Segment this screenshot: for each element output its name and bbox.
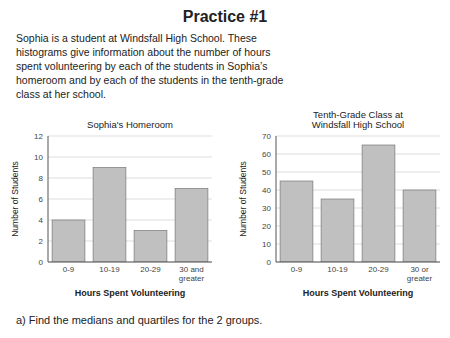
bar <box>280 181 313 262</box>
grid-line <box>276 154 440 155</box>
text-line: Sophia is a student at Windsfall High Sc… <box>16 32 257 44</box>
y-tick-label: 40 <box>262 186 271 195</box>
x-tick-label: 30 orgreater <box>407 265 433 283</box>
x-tick-label: 30 andgreater <box>179 265 205 283</box>
y-tick-label: 10 <box>262 240 271 249</box>
text-line: spent volunteering by each of the studen… <box>16 60 267 72</box>
x-axis-label: Hours Spent Volunteering <box>75 288 185 298</box>
chart-title: Tenth-Grade Class atWindsfall High Schoo… <box>312 109 404 130</box>
chart: Tenth-Grade Class atWindsfall High Schoo… <box>238 109 440 298</box>
y-tick-label: 50 <box>262 168 271 177</box>
y-tick-label: 10 <box>34 153 43 162</box>
footer: a) Find the medians and quartiles for th… <box>16 314 262 326</box>
y-axis <box>276 136 277 262</box>
x-axis <box>48 262 212 263</box>
text-line: 20-29 <box>368 265 389 274</box>
bar <box>362 145 395 262</box>
bar <box>175 189 208 263</box>
description: Sophia is a student at Windsfall High Sc… <box>16 32 284 100</box>
y-tick-label: 0 <box>267 258 272 267</box>
x-tick-label: 20-29 <box>368 265 389 274</box>
text-line: histograms give information about the nu… <box>16 46 270 58</box>
bar <box>134 231 167 263</box>
x-axis-label: Hours Spent Volunteering <box>303 288 413 298</box>
x-tick-label: 0-9 <box>63 265 75 274</box>
grid-line <box>48 262 212 263</box>
text-line: 0-9 <box>291 265 303 274</box>
y-tick-label: 12 <box>34 132 43 141</box>
bars <box>280 145 436 262</box>
grid-line <box>276 172 440 173</box>
y-tick-label: 8 <box>39 174 44 183</box>
page-title: Practice #1 <box>183 8 268 25</box>
x-tick-label: 10-19 <box>99 265 120 274</box>
chart: Sophia's Homeroom 0 2 4 6 8 10 12 0-9 10-19 20-29 3… <box>10 119 212 298</box>
text-line: 10-19 <box>327 265 348 274</box>
y-tick-label: 2 <box>39 237 44 246</box>
x-tick-label: 10-19 <box>327 265 348 274</box>
grid-line <box>48 178 212 179</box>
y-tick-label: 6 <box>39 195 44 204</box>
y-tick-label: 4 <box>39 216 44 225</box>
text-line: 0-9 <box>63 265 75 274</box>
bar <box>403 190 436 262</box>
x-tick-label: 20-29 <box>140 265 161 274</box>
text-line: 20-29 <box>140 265 161 274</box>
grid-line <box>48 136 212 137</box>
bar <box>93 168 126 263</box>
text-line: homeroom and by each of the students in … <box>16 74 284 86</box>
grid-line <box>276 262 440 263</box>
text-line: 10-19 <box>99 265 120 274</box>
grid-line <box>48 157 212 158</box>
page: Practice #1 Sophia is a student at Windsf… <box>0 0 450 338</box>
text-line: Windsfall High School <box>312 119 404 130</box>
y-tick-label: 30 <box>262 204 271 213</box>
chart-title: Sophia's Homeroom <box>87 119 173 130</box>
y-tick-label: 60 <box>262 150 271 159</box>
y-tick-label: 70 <box>262 132 271 141</box>
bar <box>321 199 354 262</box>
text-line: class at her school. <box>16 88 106 100</box>
y-tick-label: 20 <box>262 222 271 231</box>
y-axis-label: Number of Students <box>10 161 20 237</box>
x-tick-label: 0-9 <box>291 265 303 274</box>
text-line: 30 and <box>179 265 203 274</box>
text-line: Sophia's Homeroom <box>87 119 173 130</box>
y-axis <box>48 136 49 262</box>
text-line: 30 or <box>410 265 429 274</box>
text-line: greater <box>179 274 205 283</box>
grid-line <box>276 136 440 137</box>
text-line: greater <box>407 274 433 283</box>
bars <box>52 168 208 263</box>
bar <box>52 220 85 262</box>
y-axis-label: Number of Students <box>238 161 248 237</box>
x-axis <box>276 262 440 263</box>
y-tick-label: 0 <box>39 258 44 267</box>
